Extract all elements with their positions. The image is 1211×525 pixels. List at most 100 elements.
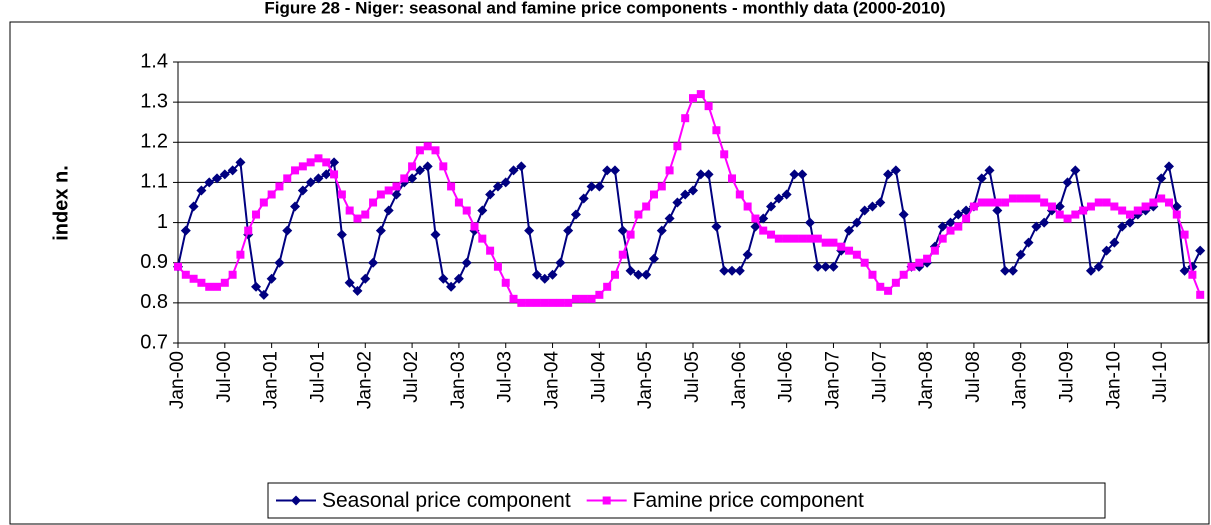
point — [1180, 230, 1189, 239]
point — [907, 262, 916, 271]
point — [252, 210, 261, 219]
point — [1124, 217, 1135, 228]
point — [337, 190, 346, 199]
point — [563, 225, 574, 236]
point — [735, 190, 744, 199]
point — [938, 234, 947, 243]
point — [275, 182, 284, 191]
point — [603, 282, 612, 291]
point — [828, 261, 839, 272]
point — [555, 257, 566, 268]
point — [1125, 210, 1134, 219]
point — [376, 190, 385, 199]
y-tick-label: 1 — [157, 211, 168, 233]
point — [570, 209, 581, 220]
point — [290, 201, 301, 212]
x-tick-label: Jan-09 — [1010, 351, 1031, 409]
point — [353, 214, 362, 223]
point — [820, 261, 831, 272]
chart-border — [9, 21, 1210, 525]
point — [517, 298, 526, 307]
point — [602, 165, 613, 176]
point — [743, 202, 752, 211]
point — [415, 146, 424, 155]
point — [875, 197, 886, 208]
point — [953, 209, 964, 220]
point — [1157, 194, 1166, 203]
point — [462, 206, 471, 215]
point — [1086, 202, 1095, 211]
point — [837, 242, 846, 251]
point — [422, 161, 433, 172]
point — [642, 202, 651, 211]
point — [1164, 198, 1173, 207]
point — [1156, 173, 1167, 184]
x-tick-label: Jan-10 — [1103, 351, 1124, 409]
x-tick-label: Jan-02 — [354, 351, 375, 409]
point — [703, 169, 714, 180]
point — [595, 290, 604, 299]
x-tick-label: Jan-05 — [635, 351, 656, 409]
point — [1039, 217, 1050, 228]
point — [539, 273, 550, 284]
point — [915, 258, 924, 267]
point — [453, 273, 464, 284]
point — [282, 225, 293, 236]
legend-label: Famine price component — [633, 489, 864, 512]
point — [1149, 198, 1158, 207]
point — [414, 165, 425, 176]
point — [860, 258, 869, 267]
point — [664, 213, 675, 224]
x-tick-label: Jan-01 — [261, 351, 282, 409]
point — [689, 94, 697, 103]
x-tick-label: Jan-03 — [448, 351, 469, 409]
point — [1008, 194, 1017, 203]
point — [509, 294, 518, 303]
point — [1163, 161, 1174, 172]
chart-title: Figure 28 - Niger: seasonal and famine p… — [264, 0, 945, 17]
point — [181, 270, 190, 279]
point — [447, 182, 456, 191]
point — [945, 217, 956, 228]
point — [556, 298, 565, 307]
point — [829, 238, 838, 247]
point — [767, 230, 776, 239]
point — [1001, 198, 1010, 207]
point — [188, 201, 199, 212]
point — [898, 209, 909, 220]
point — [626, 230, 635, 239]
point — [400, 174, 409, 183]
point — [617, 225, 628, 236]
point — [548, 298, 557, 307]
point — [681, 114, 690, 123]
x-tick-label: Jul-10 — [1150, 351, 1171, 403]
point — [369, 198, 378, 207]
point — [648, 253, 659, 264]
x-tick-label: Jan-07 — [822, 351, 843, 409]
y-axis-label: index n. — [50, 165, 72, 241]
point — [477, 205, 488, 216]
point — [258, 289, 269, 300]
point — [1179, 265, 1190, 276]
point — [297, 185, 308, 196]
point — [454, 198, 463, 207]
point — [431, 146, 440, 155]
point — [197, 278, 206, 287]
point — [859, 205, 870, 216]
point — [609, 165, 620, 176]
point — [500, 177, 511, 188]
point — [236, 250, 245, 259]
point — [1094, 198, 1103, 207]
point — [336, 229, 347, 240]
point — [586, 181, 597, 192]
x-tick-label: Jul-05 — [682, 351, 703, 403]
point — [1015, 249, 1026, 260]
point — [712, 126, 721, 135]
point — [1085, 265, 1096, 276]
point — [720, 150, 729, 159]
x-tick-label: Jan-04 — [542, 351, 563, 410]
point — [579, 294, 588, 303]
point — [798, 234, 807, 243]
point — [984, 165, 995, 176]
